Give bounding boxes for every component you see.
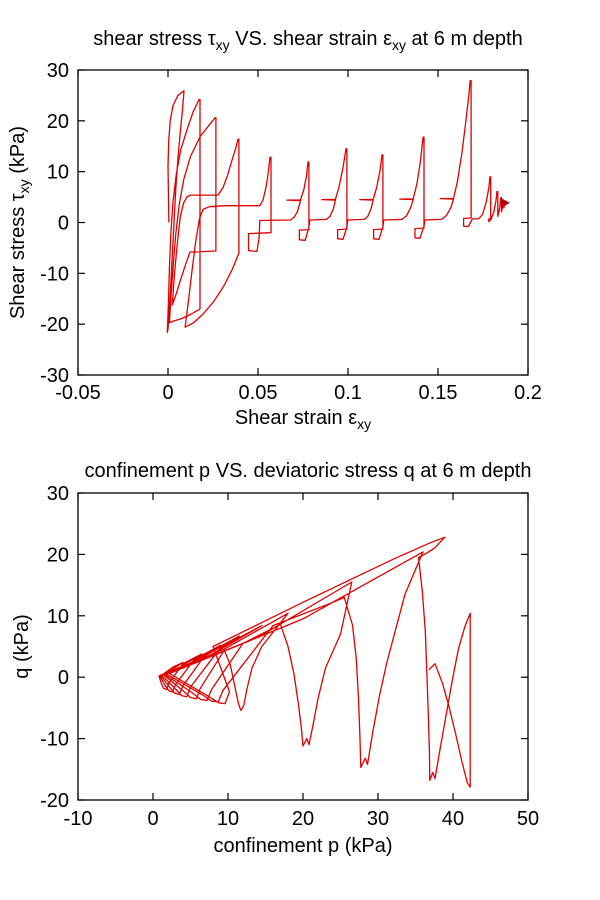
y-tick-label: -10 [40, 263, 69, 285]
x-tick-label: 30 [367, 808, 389, 830]
y-tick-label: 30 [47, 483, 69, 505]
y-tick-label: 30 [47, 60, 69, 82]
x-axis-label: Shear strain εxy [235, 407, 371, 432]
y-axis: -20 -10 0 10 20 30 [40, 483, 528, 812]
chart-title: confinement p VS. deviatoric stress q at… [85, 460, 532, 482]
y-tick-label: -10 [40, 729, 69, 751]
y-tick-label: 20 [47, 111, 69, 133]
x-tick-label: 50 [517, 808, 539, 830]
x-tick-label: 0.05 [239, 382, 278, 404]
series-line [158, 536, 471, 788]
y-tick-label: 20 [47, 544, 69, 566]
x-tick-label: 0 [147, 808, 158, 830]
x-axis-label: confinement p (kPa) [214, 835, 393, 857]
x-tick-label: 0.1 [334, 382, 362, 404]
x-tick-label: 0.15 [419, 382, 458, 404]
chart-title: shear stress τxy VS. shear strain εxy at… [93, 28, 522, 53]
x-axis: -10 0 10 20 30 40 50 [64, 493, 539, 830]
x-tick-label: 0 [162, 382, 173, 404]
series-end-marker [500, 198, 510, 208]
x-tick-label: 40 [442, 808, 464, 830]
y-tick-label: -20 [40, 790, 69, 812]
x-tick-label: 10 [217, 808, 239, 830]
y-tick-label: 10 [47, 162, 69, 184]
chart-shear-stress-vs-strain: -0.05 0 0.05 0.1 0.15 0.2 -30 -20 -10 0 10 20 30 shea… [7, 28, 542, 432]
x-tick-label: 20 [292, 808, 314, 830]
y-tick-label: 10 [47, 606, 69, 628]
series-line [166, 80, 506, 333]
y-axis-label: Shear stress τxy (kPa) [7, 126, 32, 319]
y-tick-label: 0 [58, 213, 69, 235]
x-tick-label: -0.05 [55, 382, 101, 404]
y-axis-label: q (kPa) [11, 614, 33, 678]
y-tick-label: -20 [40, 314, 69, 336]
y-tick-label: -30 [40, 365, 69, 387]
x-tick-label: 0.2 [514, 382, 542, 404]
y-tick-label: 0 [58, 667, 69, 689]
y-axis: -30 -20 -10 0 10 20 30 [40, 60, 528, 387]
x-tick-label: -10 [64, 808, 93, 830]
axes-box [77, 69, 529, 376]
x-axis: -0.05 0 0.05 0.1 0.15 0.2 [55, 70, 542, 404]
